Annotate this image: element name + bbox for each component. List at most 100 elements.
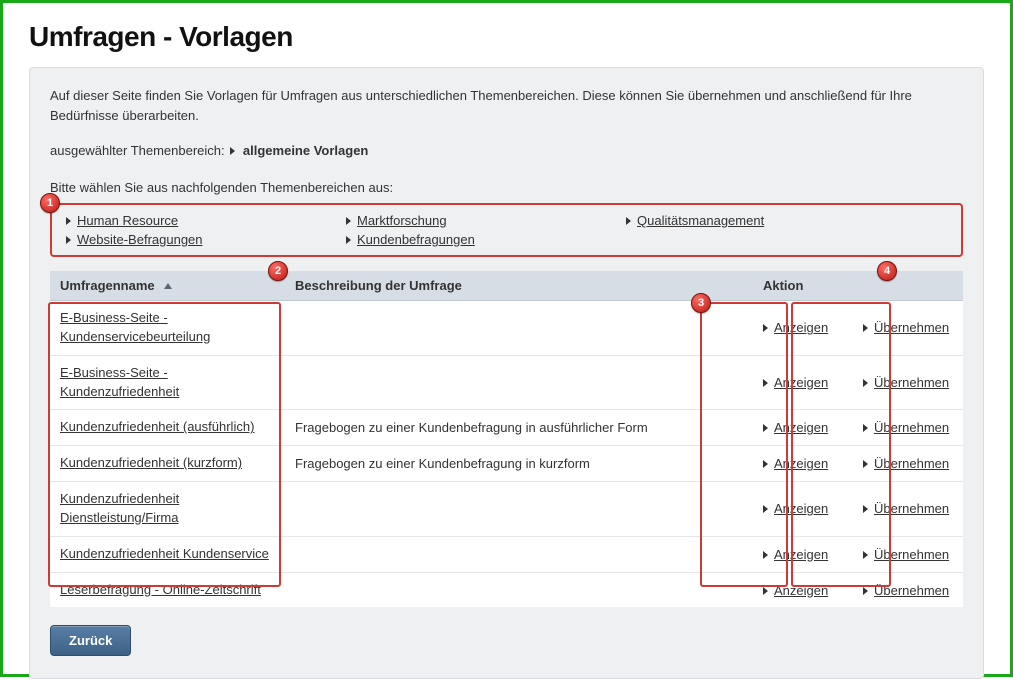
- cell-action-show: Anzeigen: [753, 482, 853, 537]
- template-name-link[interactable]: E-Business-Seite - Kundenservicebeurteil…: [60, 310, 210, 344]
- cell-desc: [285, 301, 753, 356]
- cell-desc: [285, 355, 753, 410]
- cell-desc: [285, 536, 753, 572]
- cell-action-take: Übernehmen: [853, 536, 963, 572]
- action-show-link[interactable]: Anzeigen: [774, 420, 828, 435]
- cell-name: Leserbefragung - Online-Zeitschrift: [50, 572, 285, 607]
- caret-right-icon: [763, 551, 768, 559]
- cell-action-take: Übernehmen: [853, 355, 963, 410]
- th-desc[interactable]: Beschreibung der Umfrage: [285, 271, 753, 301]
- topic-link-qualitaetsmanagement[interactable]: Qualitätsmanagement: [637, 213, 764, 228]
- cell-desc: Fragebogen zu einer Kundenbefragung in k…: [285, 446, 753, 482]
- topic-link-kundenbefragungen[interactable]: Kundenbefragungen: [357, 232, 475, 247]
- topic-col-2: Marktforschung Kundenbefragungen: [346, 211, 626, 249]
- action-show-link[interactable]: Anzeigen: [774, 583, 828, 598]
- cell-action-show: Anzeigen: [753, 355, 853, 410]
- callout-badge-2: 2: [268, 261, 288, 281]
- cell-action-take: Übernehmen: [853, 482, 963, 537]
- caret-right-icon: [863, 379, 868, 387]
- action-take-link[interactable]: Übernehmen: [874, 547, 949, 562]
- table-row: Leserbefragung - Online-Zeitschrift Anzei…: [50, 572, 963, 607]
- action-show-link[interactable]: Anzeigen: [774, 320, 828, 335]
- table-row: Kundenzufriedenheit (ausführlich) Fragebo…: [50, 410, 963, 446]
- caret-right-icon: [763, 324, 768, 332]
- template-name-link[interactable]: E-Business-Seite - Kundenzufriedenheit: [60, 365, 179, 399]
- th-name[interactable]: Umfragenname: [50, 271, 285, 301]
- caret-right-icon: [763, 379, 768, 387]
- caret-right-icon: [66, 236, 71, 244]
- cell-action-show: Anzeigen: [753, 301, 853, 356]
- caret-right-icon: [626, 217, 631, 225]
- templates-table-wrap: 2 3 4 Umfragenname Beschreibung der Umfr…: [50, 271, 963, 607]
- action-show-link[interactable]: Anzeigen: [774, 456, 828, 471]
- caret-right-icon: [863, 324, 868, 332]
- back-button[interactable]: Zurück: [50, 625, 131, 656]
- action-take-link[interactable]: Übernehmen: [874, 320, 949, 335]
- cell-name: Kundenzufriedenheit Kundenservice: [50, 536, 285, 572]
- caret-right-icon: [346, 236, 351, 244]
- th-action[interactable]: Aktion: [753, 271, 963, 301]
- caret-right-icon: [863, 424, 868, 432]
- th-name-label: Umfragenname: [60, 278, 155, 293]
- action-take-link[interactable]: Übernehmen: [874, 375, 949, 390]
- topic-link-human-resource[interactable]: Human Resource: [77, 213, 178, 228]
- topic-link-marktforschung[interactable]: Marktforschung: [357, 213, 447, 228]
- cell-name: E-Business-Seite - Kundenservicebeurteil…: [50, 301, 285, 356]
- cell-action-take: Übernehmen: [853, 572, 963, 607]
- cell-name: Kundenzufriedenheit (kurzform): [50, 446, 285, 482]
- callout-badge-3: 3: [691, 293, 711, 313]
- table-row: Kundenzufriedenheit Dienstleistung/Firma…: [50, 482, 963, 537]
- callout-badge-4: 4: [877, 261, 897, 281]
- topic-col-1: Human Resource Website-Befragungen: [66, 211, 346, 249]
- caret-right-icon: [66, 217, 71, 225]
- table-row: Kundenzufriedenheit Kundenservice Anzeige…: [50, 536, 963, 572]
- template-name-link[interactable]: Leserbefragung - Online-Zeitschrift: [60, 582, 261, 597]
- templates-table: Umfragenname Beschreibung der Umfrage Ak…: [50, 271, 963, 607]
- table-row: Kundenzufriedenheit (kurzform) Fragebogen…: [50, 446, 963, 482]
- page-frame: Umfragen - Vorlagen Auf dieser Seite fin…: [0, 0, 1013, 677]
- table-row: E-Business-Seite - Kundenzufriedenheit An…: [50, 355, 963, 410]
- topic-area-box: 1 Human Resource Website-Befragungen Mar…: [50, 203, 963, 257]
- selected-topic-value: allgemeine Vorlagen: [243, 143, 368, 158]
- action-show-link[interactable]: Anzeigen: [774, 547, 828, 562]
- callout-badge-1: 1: [40, 193, 60, 213]
- caret-right-icon: [763, 460, 768, 468]
- action-take-link[interactable]: Übernehmen: [874, 583, 949, 598]
- action-take-link[interactable]: Übernehmen: [874, 456, 949, 471]
- caret-right-icon: [763, 424, 768, 432]
- cell-action-show: Anzeigen: [753, 410, 853, 446]
- selected-topic-line: ausgewählter Themenbereich: allgemeine V…: [50, 143, 963, 158]
- selected-prefix: ausgewählter Themenbereich:: [50, 143, 225, 158]
- action-take-link[interactable]: Übernehmen: [874, 420, 949, 435]
- action-show-link[interactable]: Anzeigen: [774, 501, 828, 516]
- caret-right-icon: [863, 587, 868, 595]
- choose-prompt: Bitte wählen Sie aus nachfolgenden Theme…: [50, 180, 963, 195]
- caret-right-icon: [863, 551, 868, 559]
- caret-right-icon: [863, 505, 868, 513]
- table-row: E-Business-Seite - Kundenservicebeurteil…: [50, 301, 963, 356]
- topic-col-3: Qualitätsmanagement: [626, 211, 764, 249]
- cell-desc: Fragebogen zu einer Kundenbefragung in a…: [285, 410, 753, 446]
- cell-action-take: Übernehmen: [853, 410, 963, 446]
- caret-right-icon: [230, 147, 235, 155]
- action-take-link[interactable]: Übernehmen: [874, 501, 949, 516]
- caret-right-icon: [763, 587, 768, 595]
- cell-name: E-Business-Seite - Kundenzufriedenheit: [50, 355, 285, 410]
- cell-action-show: Anzeigen: [753, 536, 853, 572]
- cell-action-take: Übernehmen: [853, 446, 963, 482]
- template-name-link[interactable]: Kundenzufriedenheit (ausführlich): [60, 419, 254, 434]
- cell-name: Kundenzufriedenheit (ausführlich): [50, 410, 285, 446]
- template-name-link[interactable]: Kundenzufriedenheit (kurzform): [60, 455, 242, 470]
- cell-action-take: Übernehmen: [853, 301, 963, 356]
- cell-action-show: Anzeigen: [753, 572, 853, 607]
- cell-name: Kundenzufriedenheit Dienstleistung/Firma: [50, 482, 285, 537]
- page-title: Umfragen - Vorlagen: [29, 21, 984, 53]
- caret-right-icon: [346, 217, 351, 225]
- action-show-link[interactable]: Anzeigen: [774, 375, 828, 390]
- template-name-link[interactable]: Kundenzufriedenheit Kundenservice: [60, 546, 269, 561]
- topic-link-website-befragungen[interactable]: Website-Befragungen: [77, 232, 203, 247]
- cell-desc: [285, 482, 753, 537]
- template-name-link[interactable]: Kundenzufriedenheit Dienstleistung/Firma: [60, 491, 179, 525]
- intro-text: Auf dieser Seite finden Sie Vorlagen für…: [50, 86, 963, 125]
- topic-columns: Human Resource Website-Befragungen Markt…: [66, 211, 953, 249]
